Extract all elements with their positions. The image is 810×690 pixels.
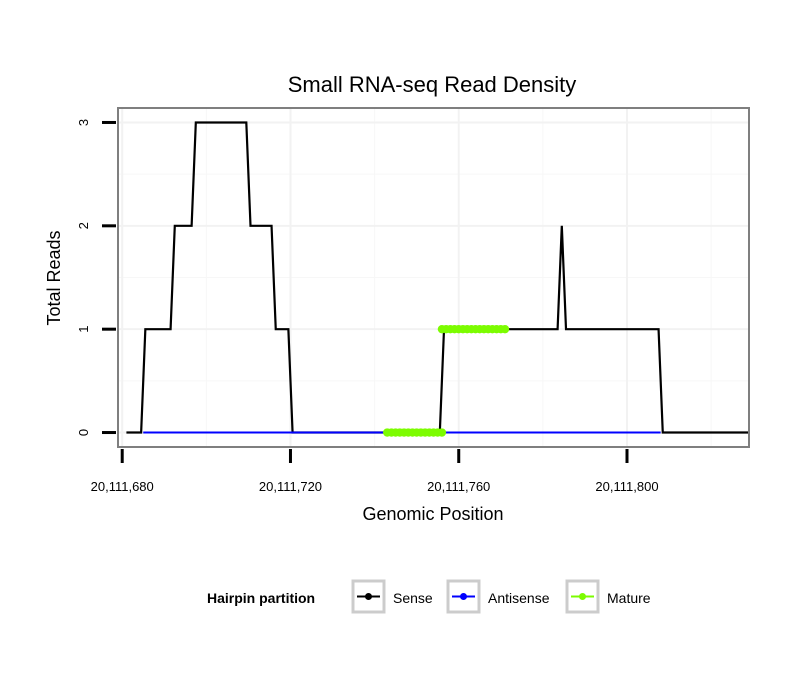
legend: Hairpin partition Sense Antisense Mature xyxy=(207,579,651,614)
legend-marker-mature xyxy=(579,593,586,600)
panel-border xyxy=(117,107,750,448)
y-tick-label: 0 xyxy=(76,429,91,436)
grid-minor xyxy=(118,108,749,447)
chart-title: Small RNA-seq Read Density xyxy=(288,72,577,97)
mature-point xyxy=(437,428,447,437)
y-axis-title: Total Reads xyxy=(44,230,64,325)
x-tick-label: 20,111,680 xyxy=(91,479,154,494)
series-line-sense xyxy=(126,121,749,434)
x-tick-label: 20,111,760 xyxy=(427,479,490,494)
y-tick-label: 2 xyxy=(76,222,91,229)
mature-point xyxy=(500,324,510,334)
legend-label-mature: Mature xyxy=(607,590,651,606)
legend-label-antisense: Antisense xyxy=(488,590,550,606)
series-layer xyxy=(126,121,749,437)
x-axis: 20,111,680 20,111,720 20,111,760 20,111,800 xyxy=(91,449,659,494)
legend-item-sense: Sense xyxy=(351,579,433,614)
x-tick-label: 20,111,800 xyxy=(595,479,658,494)
legend-title: Hairpin partition xyxy=(207,590,315,606)
legend-item-antisense: Antisense xyxy=(446,579,550,614)
legend-marker-sense xyxy=(365,593,372,600)
x-tick-label: 20,111,720 xyxy=(259,479,322,494)
x-axis-title: Genomic Position xyxy=(362,504,503,524)
y-axis: 0 1 2 3 xyxy=(76,119,116,436)
legend-item-mature: Mature xyxy=(565,579,651,614)
legend-label-sense: Sense xyxy=(393,590,433,606)
y-tick-label: 1 xyxy=(76,326,91,333)
plot-panel xyxy=(117,107,750,448)
legend-marker-antisense xyxy=(460,593,467,600)
y-tick-label: 3 xyxy=(76,119,91,126)
